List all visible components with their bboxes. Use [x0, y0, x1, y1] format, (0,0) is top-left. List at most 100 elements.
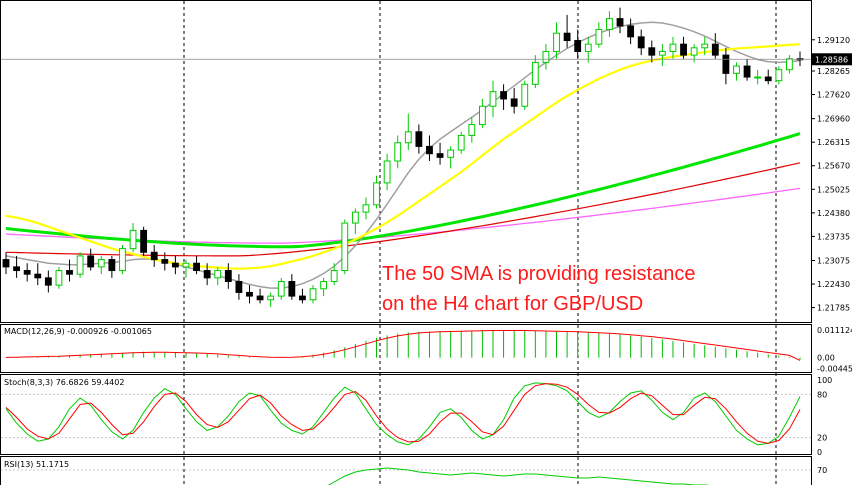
sma-red-line — [5, 162, 801, 257]
candle-body — [531, 61, 539, 85]
candle-body — [203, 270, 211, 279]
candle-body — [214, 270, 222, 279]
sma-green-line — [5, 132, 801, 249]
candle-body — [457, 134, 465, 151]
stoch-tick-label: 100 — [817, 376, 832, 385]
candle-body — [415, 131, 423, 147]
candle-body — [595, 29, 603, 45]
candle-body — [447, 149, 455, 158]
candle-body — [563, 32, 571, 42]
candle-body — [584, 43, 592, 52]
candle-body — [722, 54, 730, 74]
candle-body — [404, 131, 412, 144]
candle-body — [394, 142, 402, 162]
candle-body — [669, 43, 677, 52]
current-price-label: 1.28586 — [815, 55, 848, 64]
price-tick-label: 1.29120 — [817, 36, 850, 45]
candle-body — [606, 18, 613, 31]
price-tick-label: 1.22430 — [817, 280, 850, 289]
candle-body — [182, 262, 190, 268]
candle-body — [373, 182, 380, 206]
stoch-tick-label: 20 — [817, 434, 827, 443]
candle-body — [627, 25, 635, 38]
candle-body — [489, 91, 497, 107]
candle-body — [478, 105, 486, 125]
candle-body — [351, 211, 359, 224]
panel-frames — [0, 0, 812, 485]
candle-body — [658, 50, 666, 56]
candle-body — [235, 280, 243, 293]
price-panel-frame — [0, 0, 812, 323]
price-tick-label: 1.25670 — [817, 162, 850, 171]
candle-body — [341, 222, 349, 272]
candle-body — [500, 91, 507, 100]
candle-body — [733, 65, 740, 74]
price-tick-label: 1.26315 — [817, 138, 850, 147]
candle-body — [553, 32, 560, 52]
stoch-tick-label: 0 — [817, 448, 822, 457]
sma-yellow-line — [5, 43, 801, 270]
candle-body — [574, 40, 582, 52]
price-tick-label: 1.23075 — [817, 256, 850, 265]
candle-body — [299, 295, 306, 301]
candle-body — [542, 50, 550, 63]
candle-body — [119, 248, 126, 272]
candle-body — [224, 270, 232, 282]
candle-body — [711, 43, 719, 56]
stoch-tick-label: 80 — [817, 390, 827, 399]
candle-body — [648, 47, 656, 56]
candle-body — [330, 270, 338, 282]
price-tick-label: 1.23735 — [817, 232, 850, 241]
stoch-title: Stoch(8,3,3) 76.6826 59.4402 — [4, 378, 124, 387]
candle-body — [129, 229, 137, 250]
candle-body — [288, 280, 296, 297]
candle-body — [277, 280, 285, 297]
price-panel: 1.28586 — [1, 7, 852, 308]
stoch-panel: 100 80 20 0 — [1, 376, 832, 457]
candle-body — [616, 18, 624, 27]
macd-signal-line — [5, 330, 801, 361]
rsi-panel-frame — [0, 456, 812, 485]
price-tick-label: 1.21785 — [817, 304, 850, 313]
price-tick-label: 1.25025 — [817, 185, 850, 194]
candle-body — [34, 273, 42, 279]
rsi-title: RSI(13) 51.1715 — [4, 460, 69, 469]
candle-body — [2, 259, 10, 268]
stoch-main-line — [5, 382, 801, 446]
candle-body — [362, 204, 370, 213]
candle-body — [76, 255, 84, 275]
macd-tick-label: 0.00 — [817, 354, 835, 363]
candle-body — [87, 255, 95, 268]
annotation-line-2: on the H4 chart for GBP/USD — [382, 293, 643, 315]
candle-body — [436, 153, 444, 158]
macd-panel-frame — [0, 324, 812, 373]
candle-body — [66, 270, 73, 275]
stoch-panel-frame — [0, 374, 812, 455]
candle-body — [764, 76, 772, 82]
sma-magenta-line — [5, 187, 801, 244]
price-tick-label: 1.27620 — [817, 91, 850, 100]
rsi-line — [327, 467, 711, 485]
candle-body — [775, 69, 783, 82]
candle-body — [256, 295, 264, 301]
candle-body — [23, 270, 31, 275]
rsi-panel: 70 — [1, 466, 827, 485]
candle-body — [426, 145, 433, 155]
candle-body — [44, 277, 52, 286]
candle-body — [468, 123, 476, 136]
macd-panel: 0.011124 0.00 -0.004458 — [5, 326, 852, 374]
candle-body — [680, 43, 687, 56]
candle-body — [97, 259, 105, 268]
annotation-line-1: The 50 SMA is providing resistance — [382, 263, 696, 285]
candle-body — [521, 83, 529, 107]
candle-body — [309, 288, 317, 301]
candle-body — [246, 291, 253, 297]
candle-body — [690, 47, 698, 56]
candle-body — [637, 36, 645, 49]
sma-gray-line — [5, 21, 801, 289]
price-tick-label: 1.24380 — [817, 209, 850, 218]
candle-body — [320, 280, 328, 290]
candle-body — [701, 43, 709, 49]
